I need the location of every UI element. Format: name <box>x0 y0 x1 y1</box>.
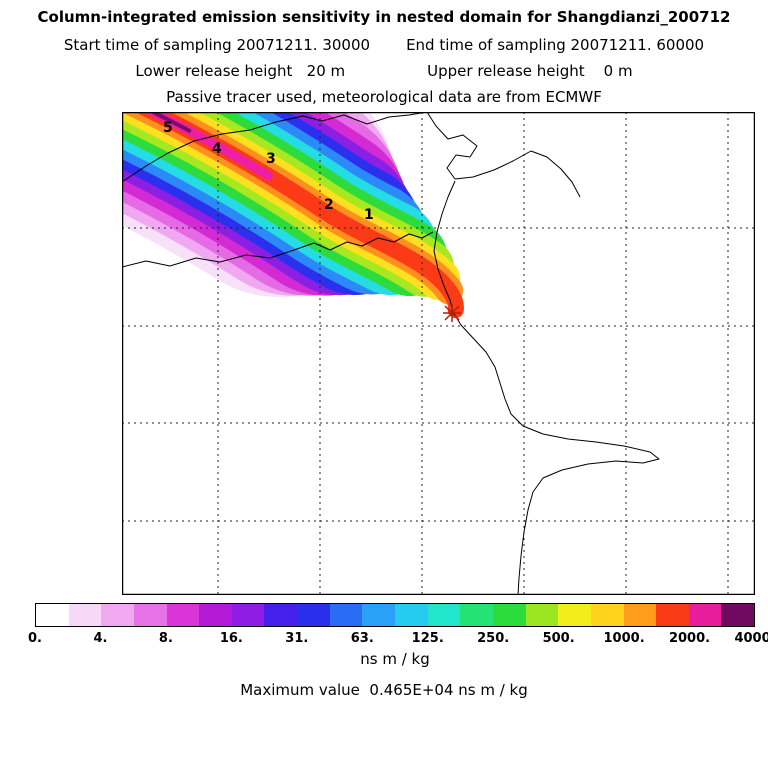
coastline-path <box>452 311 660 595</box>
colorbar-tick-label: 125. <box>411 631 444 646</box>
colorbar-tick-label: 2000. <box>668 631 711 646</box>
colorbar-tick-label: 4000. <box>734 631 768 646</box>
coastline-path <box>122 112 428 183</box>
trajectory-hour-label: 2 <box>324 197 334 213</box>
plume-contours <box>122 112 571 431</box>
colorbar-segment <box>101 604 134 626</box>
colorbar-segment <box>558 604 591 626</box>
colorbar-tick-label: 63. <box>350 631 374 646</box>
colorbar <box>35 603 755 627</box>
colorbar-segment <box>492 604 526 626</box>
colorbar-tick-label: 8. <box>158 631 173 646</box>
colorbar-segment <box>721 604 755 626</box>
border-path <box>122 231 434 268</box>
trajectory-hour-label: 4 <box>212 141 222 157</box>
colorbar-segment <box>166 604 200 626</box>
colorbar-segment <box>68 604 102 626</box>
colorbar-segment <box>329 604 363 626</box>
start-time-text: Start time of sampling 20071211. 30000 <box>63 36 371 54</box>
colorbar-segment <box>525 604 559 626</box>
colorbar-segment <box>623 604 657 626</box>
colorbar-tick-label: 31. <box>285 631 309 646</box>
station-marker-icon <box>443 304 461 322</box>
colorbar-tick-label: 500. <box>542 631 575 646</box>
colorbar-segment <box>264 604 298 626</box>
map-frame <box>122 112 755 595</box>
colorbar-tick-label: 250. <box>477 631 510 646</box>
colorbar-tick-label: 1000. <box>603 631 645 646</box>
colorbar-segment <box>427 604 461 626</box>
colorbar-tick-label: 4. <box>93 631 108 646</box>
figure-title: Column-integrated emission sensitivity i… <box>37 8 731 26</box>
sampling-times-row: Start time of sampling 20071211. 30000 E… <box>0 36 768 54</box>
coastlines <box>122 112 660 595</box>
colorbar-segment <box>395 604 428 626</box>
colorbar-units-label: ns m / kg <box>360 650 430 668</box>
colorbar-segment <box>460 604 493 626</box>
colorbar-tick-label: 16. <box>219 631 243 646</box>
end-time-text: End time of sampling 20071211. 60000 <box>406 36 705 54</box>
colorbar-segment <box>133 604 167 626</box>
colorbar-segment <box>362 604 396 626</box>
grid-lines <box>122 112 755 595</box>
plume-contour <box>134 112 464 324</box>
colorbar-segment <box>36 604 69 626</box>
lower-release-text: Lower release height 20 m <box>135 62 346 80</box>
colorbar-tick-label: 0. <box>28 631 42 646</box>
maximum-value-text: Maximum value 0.465E+04 ns m / kg <box>240 681 528 699</box>
colorbar-segment <box>297 604 330 626</box>
coastline-path <box>426 112 581 198</box>
colorbar-segment <box>199 604 232 626</box>
colorbar-segment <box>590 604 624 626</box>
colorbar-segment <box>688 604 722 626</box>
colorbar-ticks: 0. 4. 8. 16. 31. 63. 125. 250. 500. 1000. 2000. 400… <box>28 631 768 647</box>
colorbar-segment <box>656 604 689 626</box>
trajectory-hour-label: 5 <box>163 120 173 136</box>
colorbar-segment <box>231 604 265 626</box>
release-heights-row: Lower release height 20 m Upper release … <box>0 62 768 80</box>
trajectory-labels: 5 4 3 2 1 <box>163 120 374 223</box>
tracer-info-text: Passive tracer used, meteorological data… <box>166 88 602 106</box>
trajectory-hour-label: 1 <box>364 207 374 223</box>
coastline-path <box>433 180 456 313</box>
trajectory-hour-label: 3 <box>266 151 276 167</box>
upper-release-text: Upper release height 0 m <box>427 62 633 80</box>
map-plot: 5 4 3 2 1 <box>122 112 755 595</box>
